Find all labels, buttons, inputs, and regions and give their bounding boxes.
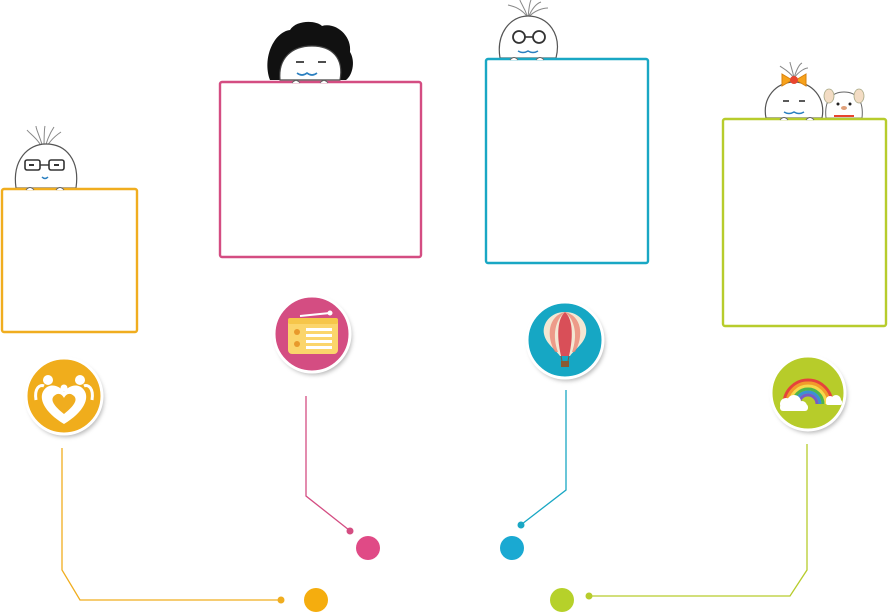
hot-air-balloon-icon [525,300,605,380]
rainbow-icon [769,354,847,432]
round-glasses-character [498,0,558,59]
blue-content-box [484,57,650,265]
blue-marker-dot [500,536,524,560]
content-boxes [0,57,888,334]
green-connector [590,444,808,597]
character-hands [25,57,815,191]
pink-small-dot [346,527,354,535]
orange-content-box [0,187,139,334]
blue-small-dot [517,521,525,529]
marker-dots [304,536,574,612]
glasses-bun-character [14,125,78,189]
curly-hair-character [267,21,353,81]
green-marker-dot [550,588,574,612]
pink-content-box [218,80,423,259]
magenta-marker-dot [356,536,380,560]
radio-icon [272,294,352,374]
green-content-box [721,117,888,328]
green-small-dot [585,592,593,600]
pink-connector [305,396,350,531]
orange-connector [61,448,280,601]
blue-connector [521,390,567,525]
connector-end-dots [277,521,593,604]
bow-character-with-dog [764,61,865,119]
orange-small-dot [277,596,285,604]
family-heart-icon [24,356,104,436]
connector-lines [61,390,808,601]
orange-marker-dot [304,588,328,612]
